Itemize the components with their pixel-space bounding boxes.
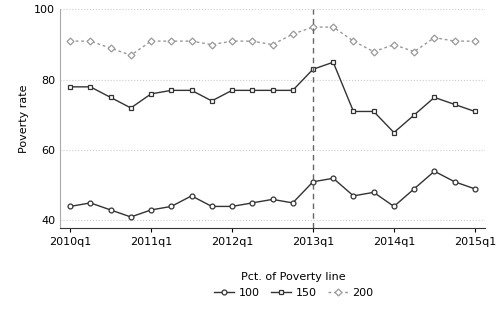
200 bbox=[472, 39, 478, 43]
100 bbox=[88, 201, 94, 205]
100 bbox=[108, 208, 114, 212]
200 bbox=[229, 39, 235, 43]
Y-axis label: Poverty rate: Poverty rate bbox=[18, 84, 28, 153]
150 bbox=[168, 88, 174, 92]
150 bbox=[270, 88, 276, 92]
200 bbox=[391, 43, 397, 46]
100 bbox=[472, 187, 478, 191]
150 bbox=[67, 85, 73, 89]
100 bbox=[168, 204, 174, 208]
100 bbox=[370, 191, 376, 194]
200 bbox=[128, 53, 134, 57]
100 bbox=[270, 198, 276, 201]
100 bbox=[188, 194, 194, 198]
150 bbox=[188, 88, 194, 92]
200 bbox=[270, 43, 276, 46]
100 bbox=[391, 204, 397, 208]
100 bbox=[310, 180, 316, 184]
100 bbox=[209, 204, 215, 208]
150 bbox=[330, 60, 336, 64]
150 bbox=[88, 85, 94, 89]
200 bbox=[411, 50, 417, 54]
200 bbox=[188, 39, 194, 43]
100 bbox=[67, 204, 73, 208]
100 bbox=[290, 201, 296, 205]
200 bbox=[290, 32, 296, 36]
100 bbox=[250, 201, 256, 205]
100 bbox=[128, 215, 134, 219]
150 bbox=[128, 106, 134, 110]
200 bbox=[310, 25, 316, 29]
150 bbox=[350, 110, 356, 113]
150 bbox=[452, 102, 458, 106]
200 bbox=[67, 39, 73, 43]
200 bbox=[250, 39, 256, 43]
150 bbox=[370, 110, 376, 113]
150 bbox=[250, 88, 256, 92]
150 bbox=[148, 92, 154, 96]
100 bbox=[350, 194, 356, 198]
100 bbox=[432, 169, 438, 173]
200 bbox=[330, 25, 336, 29]
Line: 200: 200 bbox=[68, 25, 478, 58]
150 bbox=[472, 110, 478, 113]
150 bbox=[411, 113, 417, 117]
200 bbox=[209, 43, 215, 46]
100 bbox=[452, 180, 458, 184]
Line: 150: 150 bbox=[68, 60, 478, 135]
150 bbox=[209, 99, 215, 103]
Legend: 100, 150, 200: 100, 150, 200 bbox=[214, 272, 373, 298]
150 bbox=[229, 88, 235, 92]
100 bbox=[411, 187, 417, 191]
200 bbox=[148, 39, 154, 43]
200 bbox=[370, 50, 376, 54]
150 bbox=[310, 67, 316, 71]
100 bbox=[330, 176, 336, 180]
Line: 100: 100 bbox=[68, 169, 478, 219]
150 bbox=[432, 95, 438, 99]
200 bbox=[168, 39, 174, 43]
100 bbox=[148, 208, 154, 212]
200 bbox=[452, 39, 458, 43]
150 bbox=[391, 131, 397, 135]
150 bbox=[290, 88, 296, 92]
150 bbox=[108, 95, 114, 99]
200 bbox=[108, 46, 114, 50]
200 bbox=[432, 36, 438, 40]
200 bbox=[88, 39, 94, 43]
100 bbox=[229, 204, 235, 208]
200 bbox=[350, 39, 356, 43]
